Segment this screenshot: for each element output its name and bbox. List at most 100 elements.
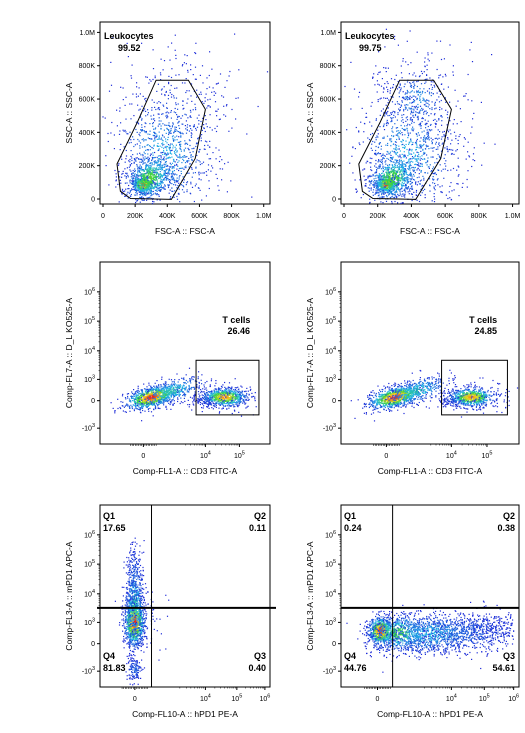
event-dot: [143, 190, 145, 193]
event-dot: [432, 147, 434, 149]
event-dot: [171, 156, 173, 158]
event-dot: [422, 108, 424, 110]
event-dot: [187, 71, 189, 73]
event-dot: [145, 166, 147, 168]
event-dot: [129, 169, 131, 171]
event-dot: [135, 159, 137, 161]
event-dot: [190, 183, 192, 185]
event-dot: [434, 172, 436, 175]
event-dot: [472, 118, 474, 120]
event-dot: [140, 154, 142, 156]
event-dot: [180, 117, 182, 119]
event-dot: [134, 186, 136, 188]
event-dot: [143, 186, 145, 188]
event-dot: [138, 188, 140, 190]
event-dot: [146, 172, 148, 174]
event-dot: [438, 137, 440, 139]
event-dot: [404, 146, 406, 148]
event-dot: [160, 127, 162, 130]
event-dot: [375, 175, 377, 177]
event-dot: [405, 104, 407, 106]
event-dot: [137, 186, 139, 188]
event-dot: [419, 95, 421, 97]
event-dot: [359, 179, 361, 181]
event-dot: [426, 160, 429, 162]
event-dot: [402, 175, 404, 178]
event-dot: [387, 115, 389, 117]
event-dot: [400, 87, 402, 89]
event-dot: [390, 87, 392, 89]
event-dot: [169, 179, 171, 181]
event-dot: [190, 111, 192, 113]
event-dot: [362, 169, 364, 171]
event-dot: [130, 404, 132, 406]
event-dot: [406, 130, 409, 132]
event-dot: [428, 60, 430, 62]
event-dot: [379, 174, 382, 176]
event-dot: [149, 175, 151, 177]
event-dot: [415, 75, 417, 77]
event-dot: [139, 172, 141, 174]
event-dot: [424, 61, 426, 63]
event-dot: [368, 181, 370, 183]
event-dot: [119, 179, 121, 181]
event-dot: [129, 179, 131, 181]
event-dot: [423, 177, 425, 179]
event-dot: [177, 103, 179, 105]
event-dot: [131, 188, 133, 190]
event-dot: [204, 144, 206, 147]
event-dot: [137, 167, 139, 169]
event-dot: [398, 159, 401, 161]
event-dot: [118, 133, 121, 135]
event-dot: [370, 166, 372, 168]
event-dot: [365, 116, 367, 118]
event-dot: [136, 178, 138, 180]
event-dot: [399, 166, 401, 168]
event-dot: [129, 103, 131, 105]
event-dot: [399, 155, 401, 157]
x-tick-label: 0: [101, 213, 105, 220]
event-dot: [173, 160, 175, 162]
event-dot: [165, 140, 167, 142]
event-dot: [165, 165, 168, 167]
event-dot: [128, 192, 130, 194]
event-dot: [435, 123, 437, 125]
event-dot: [434, 198, 436, 200]
event-dot: [200, 126, 202, 128]
event-dot: [434, 182, 436, 185]
event-dot: [176, 114, 178, 116]
event-dot: [147, 178, 149, 180]
event-dot: [412, 196, 414, 198]
event-dot: [379, 161, 381, 163]
event-dot: [427, 52, 429, 54]
event-dot: [427, 134, 429, 136]
event-dot: [138, 109, 140, 111]
event-dot: [385, 104, 387, 106]
event-dot: [158, 131, 160, 133]
event-dot: [179, 144, 181, 146]
event-dot: [378, 174, 380, 177]
event-dot: [134, 175, 136, 177]
event-dot: [418, 200, 421, 203]
event-dot: [414, 166, 416, 169]
event-dot: [129, 180, 131, 182]
event-dot: [152, 190, 154, 193]
event-dot: [417, 146, 419, 148]
event-dot: [185, 91, 187, 94]
event-dot: [135, 157, 137, 159]
event-dot: [184, 113, 186, 115]
event-dot: [413, 81, 415, 83]
event-dot: [228, 130, 230, 132]
event-dot: [148, 182, 150, 184]
event-dot: [168, 81, 170, 83]
event-dot: [391, 178, 393, 180]
event-dot: [175, 179, 177, 181]
event-dot: [384, 182, 386, 184]
event-dot: [221, 179, 223, 181]
event-dot: [424, 197, 426, 199]
event-dot: [195, 145, 197, 148]
event-dot: [147, 168, 149, 170]
event-dot: [129, 164, 131, 166]
event-dot: [223, 105, 225, 107]
event-dot: [427, 157, 429, 159]
